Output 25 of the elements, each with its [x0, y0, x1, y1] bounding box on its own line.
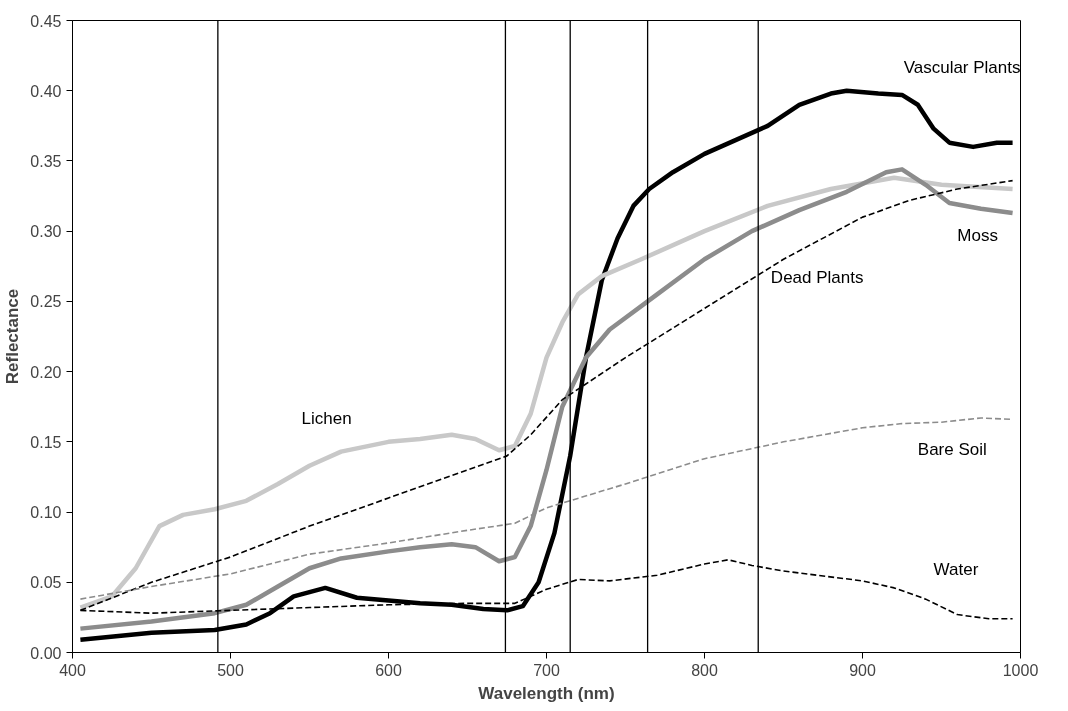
series-label: Lichen	[301, 408, 352, 428]
y-tick-label: 0.00	[30, 644, 62, 662]
x-tick-label: 400	[59, 661, 86, 679]
x-tick-label: 500	[217, 661, 244, 679]
series-label: Moss	[957, 226, 998, 246]
x-tick-label: 900	[849, 661, 876, 679]
y-tick-label: 0.30	[30, 223, 62, 241]
y-tick-label: 0.35	[30, 152, 62, 170]
y-tick-label: 0.20	[30, 363, 62, 381]
y-tick-label: 0.15	[30, 433, 62, 451]
y-tick-label: 0.25	[30, 293, 62, 311]
x-tick-label: 600	[375, 661, 402, 679]
x-axis-title: Wavelength (nm)	[478, 683, 615, 703]
y-tick-label: 0.40	[30, 82, 62, 100]
series-label: Bare Soil	[917, 439, 987, 459]
y-tick-label: 0.10	[30, 504, 62, 522]
series-label: Water	[933, 560, 979, 580]
x-tick-label: 700	[533, 661, 560, 679]
series-label: Dead Plants	[770, 268, 864, 288]
x-tick-label: 1000	[1002, 661, 1039, 679]
y-tick-label: 0.45	[30, 12, 62, 30]
y-axis-title: Reflectance	[3, 288, 23, 385]
y-tick-label: 0.05	[30, 574, 62, 592]
x-tick-label: 800	[691, 661, 718, 679]
series-label: Vascular Plants	[903, 57, 1021, 77]
